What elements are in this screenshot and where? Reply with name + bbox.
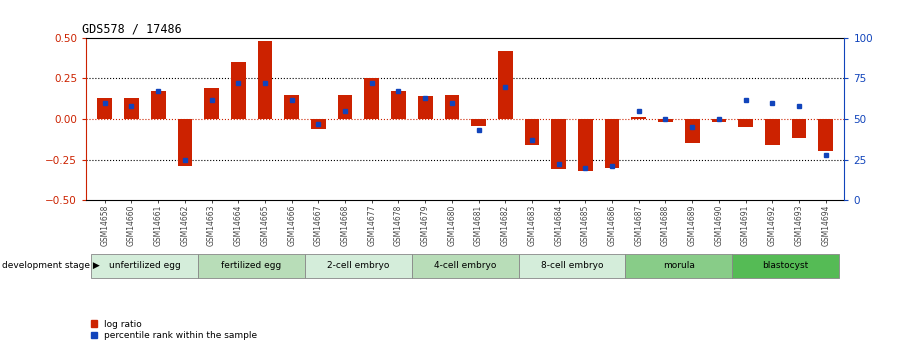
Bar — [124, 98, 139, 119]
Bar — [305, 254, 412, 278]
Bar — [364, 78, 379, 119]
Bar — [685, 119, 699, 144]
Bar — [711, 119, 727, 122]
Bar — [92, 254, 198, 278]
Bar — [732, 254, 839, 278]
Bar — [391, 91, 406, 119]
Bar — [204, 88, 219, 119]
Text: fertilized egg: fertilized egg — [221, 261, 282, 270]
Text: GDS578 / 17486: GDS578 / 17486 — [82, 22, 182, 36]
Text: unfertilized egg: unfertilized egg — [109, 261, 180, 270]
Bar — [445, 95, 459, 119]
Bar — [792, 119, 806, 138]
Text: blastocyst: blastocyst — [763, 261, 809, 270]
Bar — [631, 117, 646, 119]
Text: morula: morula — [663, 261, 695, 270]
Bar — [498, 51, 513, 119]
Text: 8-cell embryo: 8-cell embryo — [541, 261, 603, 270]
Bar — [518, 254, 625, 278]
Bar — [284, 95, 299, 119]
Text: development stage ▶: development stage ▶ — [2, 261, 100, 270]
Bar — [471, 119, 486, 126]
Bar — [412, 254, 518, 278]
Bar — [178, 119, 192, 166]
Bar — [818, 119, 833, 151]
Bar — [525, 119, 539, 145]
Legend: log ratio, percentile rank within the sample: log ratio, percentile rank within the sa… — [91, 320, 257, 341]
Bar — [418, 96, 432, 119]
Bar — [765, 119, 780, 145]
Text: 2-cell embryo: 2-cell embryo — [327, 261, 390, 270]
Bar — [604, 119, 620, 168]
Bar — [311, 119, 326, 129]
Bar — [150, 91, 166, 119]
Text: 4-cell embryo: 4-cell embryo — [434, 261, 496, 270]
Bar — [552, 119, 566, 169]
Bar — [257, 41, 273, 119]
Bar — [658, 119, 673, 122]
Bar — [578, 119, 593, 171]
Bar — [198, 254, 305, 278]
Bar — [338, 95, 352, 119]
Bar — [231, 62, 246, 119]
Bar — [738, 119, 753, 127]
Bar — [625, 254, 732, 278]
Bar — [98, 98, 112, 119]
